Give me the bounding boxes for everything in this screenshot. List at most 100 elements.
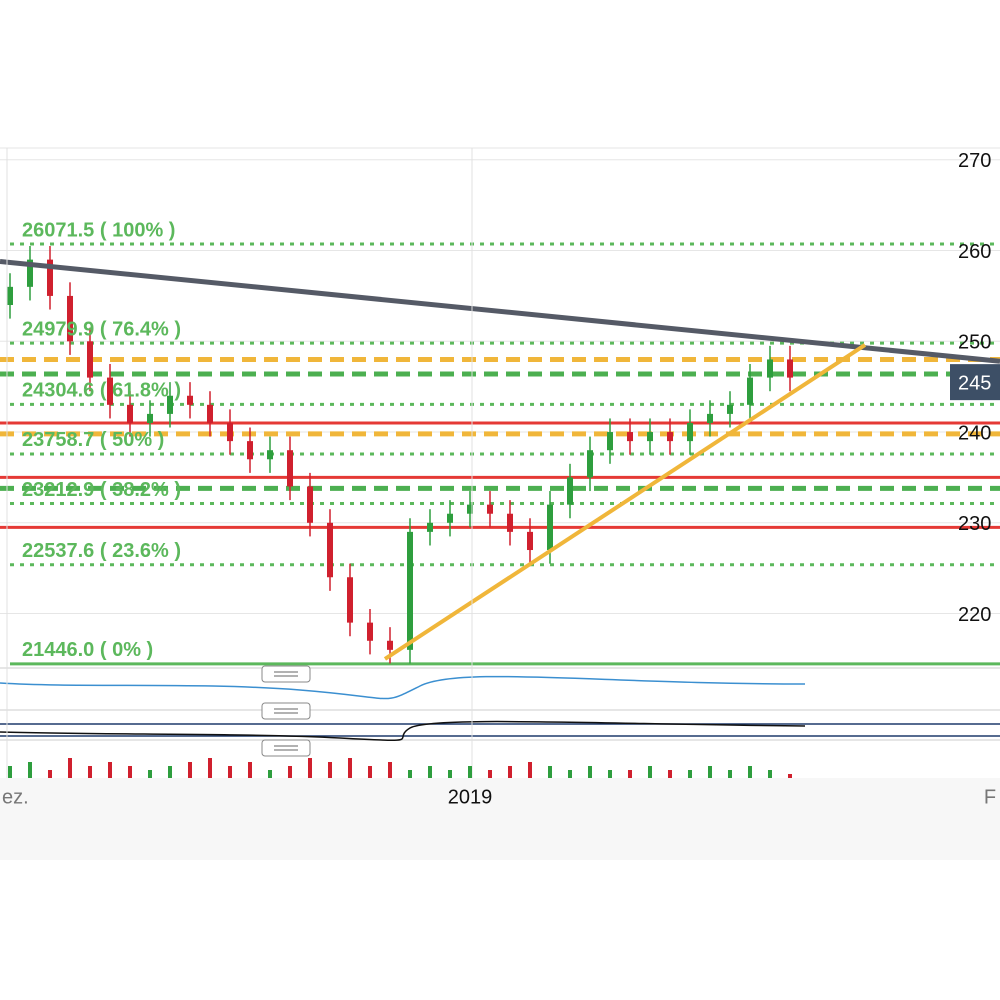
candle-body <box>267 450 273 460</box>
x-axis-band <box>0 778 1000 860</box>
candle-body <box>207 404 213 423</box>
volume-bar <box>568 770 572 778</box>
candle-body <box>307 486 313 523</box>
candle-body <box>727 404 733 414</box>
x-tick-label: 2019 <box>448 786 493 808</box>
candle-body <box>47 259 53 296</box>
candle-body <box>627 432 633 442</box>
trendline <box>0 258 1000 364</box>
volume-bar <box>268 770 272 778</box>
candle-body <box>147 413 153 423</box>
volume-bar <box>668 770 672 778</box>
indicator-line <box>0 720 806 742</box>
candle-body <box>87 341 93 378</box>
volume-bar <box>468 766 472 778</box>
volume-bar <box>228 766 232 778</box>
volume-bar <box>608 770 612 778</box>
candle-body <box>447 513 453 523</box>
candle-body <box>167 395 173 414</box>
volume-bar <box>508 766 512 778</box>
candle-body <box>367 622 373 641</box>
candle-body <box>687 422 693 442</box>
candle-body <box>787 359 793 378</box>
candle-body <box>767 359 773 378</box>
candle-body <box>547 504 553 551</box>
pane-handle[interactable] <box>261 702 311 720</box>
y-tick-label: 270 <box>958 150 991 172</box>
candle-body <box>247 441 253 460</box>
volume-bar <box>208 758 212 778</box>
candle-body <box>707 413 713 423</box>
volume-bar <box>8 766 12 778</box>
fib-label: 24304.6 ( 61.8% ) <box>22 380 181 402</box>
candle-body <box>587 450 593 478</box>
candle-body <box>67 295 73 342</box>
x-tick-label: F <box>984 786 996 808</box>
volume-bar <box>488 770 492 778</box>
candle-body <box>667 432 673 442</box>
volume-bar <box>788 774 792 778</box>
fib-label: 23212.9 ( 38.2% ) <box>22 479 181 501</box>
candle-body <box>747 377 753 405</box>
volume-bar <box>408 770 412 778</box>
volume-bar <box>748 766 752 778</box>
candle-body <box>527 531 533 551</box>
volume-bar <box>728 770 732 778</box>
y-tick-label: 260 <box>958 241 991 263</box>
candle-body <box>407 531 413 650</box>
candle-body <box>287 450 293 487</box>
pane-handle[interactable] <box>261 665 311 683</box>
candle-body <box>7 286 13 305</box>
volume-bar <box>388 762 392 778</box>
volume-bar <box>628 770 632 778</box>
volume-bar <box>368 766 372 778</box>
candle-body <box>187 395 193 405</box>
indicator-line <box>0 675 806 700</box>
y-tick-label: 240 <box>958 422 991 444</box>
candle-body <box>27 259 33 287</box>
volume-bar <box>688 770 692 778</box>
volume-bar <box>108 762 112 778</box>
volume-bar <box>188 762 192 778</box>
volume-bar <box>588 766 592 778</box>
volume-bar <box>288 766 292 778</box>
volume-bar <box>48 770 52 778</box>
volume-bar <box>428 766 432 778</box>
fib-label: 26071.5 ( 100% ) <box>22 219 175 241</box>
candle-body <box>347 577 353 623</box>
volume-bar <box>328 762 332 778</box>
price-label-box <box>950 364 1000 401</box>
x-tick-label: ez. <box>2 786 29 808</box>
y-tick-label: 250 <box>958 332 991 354</box>
volume-bar <box>648 766 652 778</box>
price-label: 245 <box>958 372 991 394</box>
y-tick-label: 230 <box>958 513 991 535</box>
candle-body <box>467 504 473 514</box>
candle-body <box>487 504 493 514</box>
volume-bar <box>68 758 72 778</box>
volume-bar <box>548 766 552 778</box>
candle-body <box>567 477 573 505</box>
fib-label: 22537.6 ( 23.6% ) <box>22 540 181 562</box>
candle-body <box>127 404 133 423</box>
volume-bar <box>708 766 712 778</box>
volume-bar <box>168 766 172 778</box>
y-tick-label: 220 <box>958 604 991 626</box>
candle-body <box>227 422 233 442</box>
volume-bar <box>88 766 92 778</box>
volume-bar <box>348 758 352 778</box>
volume-bar <box>308 758 312 778</box>
volume-bar <box>528 762 532 778</box>
fib-label: 24979.9 ( 76.4% ) <box>22 318 181 340</box>
pane-handle[interactable] <box>261 739 311 757</box>
volume-bar <box>248 762 252 778</box>
volume-bar <box>768 770 772 778</box>
fib-label: 21446.0 ( 0% ) <box>22 639 153 661</box>
candle-body <box>427 522 433 532</box>
candle-body <box>327 522 333 578</box>
trendline <box>383 343 867 661</box>
volume-bar <box>128 766 132 778</box>
candle-body <box>647 432 653 442</box>
main-pane <box>0 159 1000 666</box>
